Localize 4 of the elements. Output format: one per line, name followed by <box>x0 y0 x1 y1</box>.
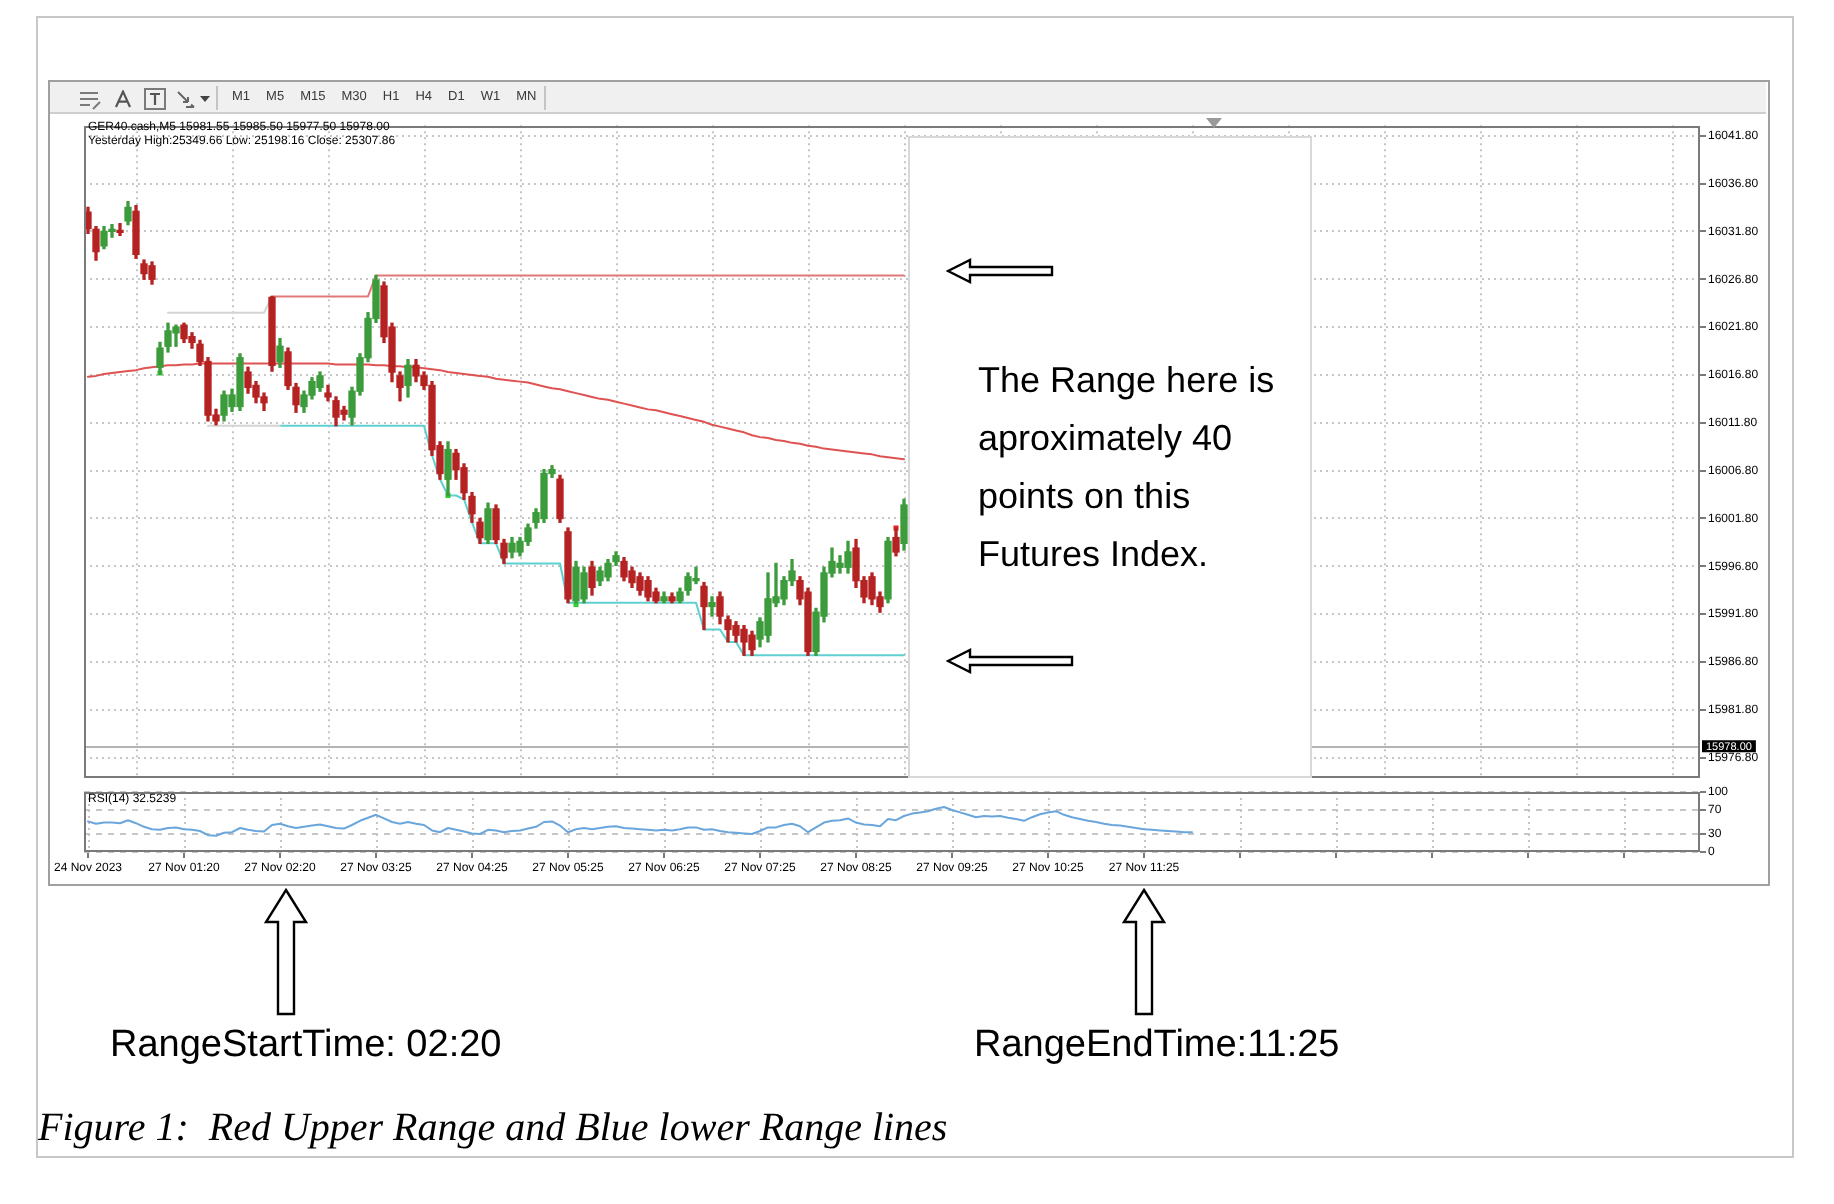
text: RangeEndTime:11:25 <box>974 1024 1340 1068</box>
annotation: The Range here is aproximately 40 points on this Futures Index. <box>978 358 1277 578</box>
caption: Figure 1: Red Upper Range and Blue lower Range lines <box>38 1106 948 1152</box>
text: RangeStartTime: 02:20 <box>110 1024 502 1068</box>
